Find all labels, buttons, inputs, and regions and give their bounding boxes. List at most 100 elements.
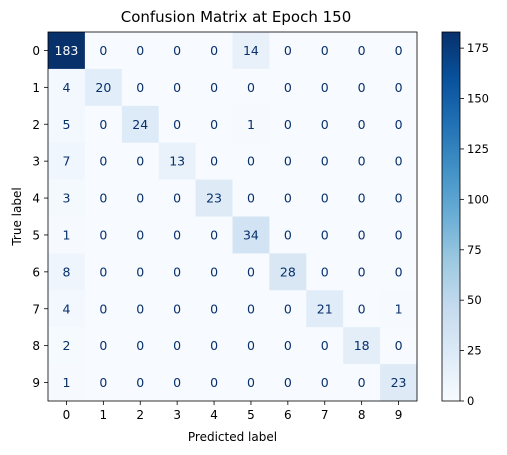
matrix-cell (48, 105, 86, 143)
cell-value-label: 0 (210, 43, 218, 58)
cell-value-label: 0 (173, 43, 181, 58)
cell-value-label: 13 (169, 154, 185, 169)
cell-value-label: 0 (284, 154, 292, 169)
matrix-cell (306, 32, 344, 70)
cell-value-label: 0 (321, 338, 329, 353)
matrix-cell (195, 68, 233, 107)
cell-value-label: 0 (358, 117, 366, 132)
matrix-cell (343, 105, 381, 143)
matrix-cell (158, 142, 196, 180)
cell-value-label: 0 (99, 338, 107, 353)
matrix-cell (343, 216, 381, 254)
matrix-cell (269, 364, 307, 402)
matrix-cell (121, 290, 159, 328)
cell-value-label: 0 (99, 191, 107, 206)
matrix-cell (195, 179, 233, 217)
matrix-cell (306, 253, 344, 291)
matrix-cell (48, 179, 86, 217)
cell-value-label: 0 (395, 227, 403, 242)
cell-value-label: 0 (173, 264, 181, 279)
cell-value-label: 0 (210, 80, 218, 95)
matrix-cell (343, 364, 381, 402)
x-axis-label: Predicted label (188, 430, 277, 444)
cell-value-label: 0 (173, 375, 181, 390)
cell-value-label: 0 (321, 154, 329, 169)
matrix-cell (84, 216, 123, 254)
cell-value-label: 0 (247, 80, 255, 95)
matrix-cell (269, 179, 307, 217)
matrix-cell (195, 32, 233, 70)
matrix-cell (158, 364, 196, 402)
matrix-cell (306, 327, 344, 365)
x-tick-label: 7 (321, 408, 329, 422)
cell-value-label: 0 (284, 301, 292, 316)
matrix-cell (232, 290, 270, 328)
cell-value-label: 0 (284, 227, 292, 242)
matrix-cell (48, 142, 86, 180)
matrix-cell (121, 216, 159, 254)
matrix-cell (380, 364, 418, 402)
cell-value-label: 23 (206, 191, 222, 206)
cell-value-label: 18 (354, 338, 370, 353)
cell-value-label: 0 (321, 375, 329, 390)
cell-value-label: 0 (173, 191, 181, 206)
matrix-cell (121, 68, 159, 107)
matrix-cell (380, 32, 418, 70)
cell-value-label: 0 (284, 375, 292, 390)
matrix-cell (306, 290, 344, 328)
cell-value-label: 0 (247, 154, 255, 169)
matrix-cell (158, 327, 196, 365)
matrix-cell (48, 364, 86, 402)
matrix-cell (343, 68, 381, 107)
cell-value-label: 7 (62, 154, 70, 169)
matrix-cell (121, 327, 159, 365)
matrix-cell (232, 179, 270, 217)
cell-value-label: 0 (136, 154, 144, 169)
cell-value-label: 1 (247, 117, 255, 132)
matrix-cell (232, 142, 270, 180)
cell-value-label: 0 (136, 227, 144, 242)
cell-value-label: 0 (210, 338, 218, 353)
y-tick-label: 5 (32, 228, 40, 242)
cell-value-label: 5 (62, 117, 70, 132)
matrix-cell (380, 105, 418, 143)
matrix-cell (84, 253, 123, 291)
x-tick-label: 5 (247, 408, 255, 422)
y-tick-label: 2 (32, 118, 40, 132)
matrix-cell (158, 32, 196, 70)
matrix-cell (48, 68, 86, 107)
matrix-cell (48, 216, 86, 254)
matrix-cell (158, 179, 196, 217)
cell-value-label: 0 (284, 338, 292, 353)
plot-frame (47, 31, 418, 402)
matrix-cell (121, 253, 159, 291)
cell-value-label: 0 (247, 264, 255, 279)
matrix-cell (84, 290, 123, 328)
colorbar (441, 31, 461, 402)
cell-value-label: 0 (99, 301, 107, 316)
matrix-cell (306, 142, 344, 180)
matrix-cell (195, 142, 233, 180)
x-tick-label: 1 (100, 408, 108, 422)
cell-value-label: 4 (62, 301, 70, 316)
cell-value-label: 0 (358, 43, 366, 58)
cell-value-label: 0 (136, 264, 144, 279)
matrix-cell (84, 68, 123, 107)
cell-value-label: 183 (55, 43, 79, 58)
x-tick-label: 4 (210, 408, 218, 422)
x-tick-label: 6 (284, 408, 292, 422)
matrix-cell (84, 327, 123, 365)
cell-value-label: 0 (99, 154, 107, 169)
colorbar-tick-label: 125 (467, 142, 489, 156)
cell-value-label: 0 (136, 191, 144, 206)
cell-value-label: 0 (321, 227, 329, 242)
cell-value-label: 23 (391, 375, 407, 390)
matrix-cell (343, 327, 381, 365)
matrix-cell (269, 290, 307, 328)
matrix-cell (380, 253, 418, 291)
cell-value-label: 0 (247, 375, 255, 390)
cell-value-label: 0 (247, 191, 255, 206)
cell-value-label: 0 (395, 191, 403, 206)
matrix-cell (306, 105, 344, 143)
matrix-cell (306, 216, 344, 254)
